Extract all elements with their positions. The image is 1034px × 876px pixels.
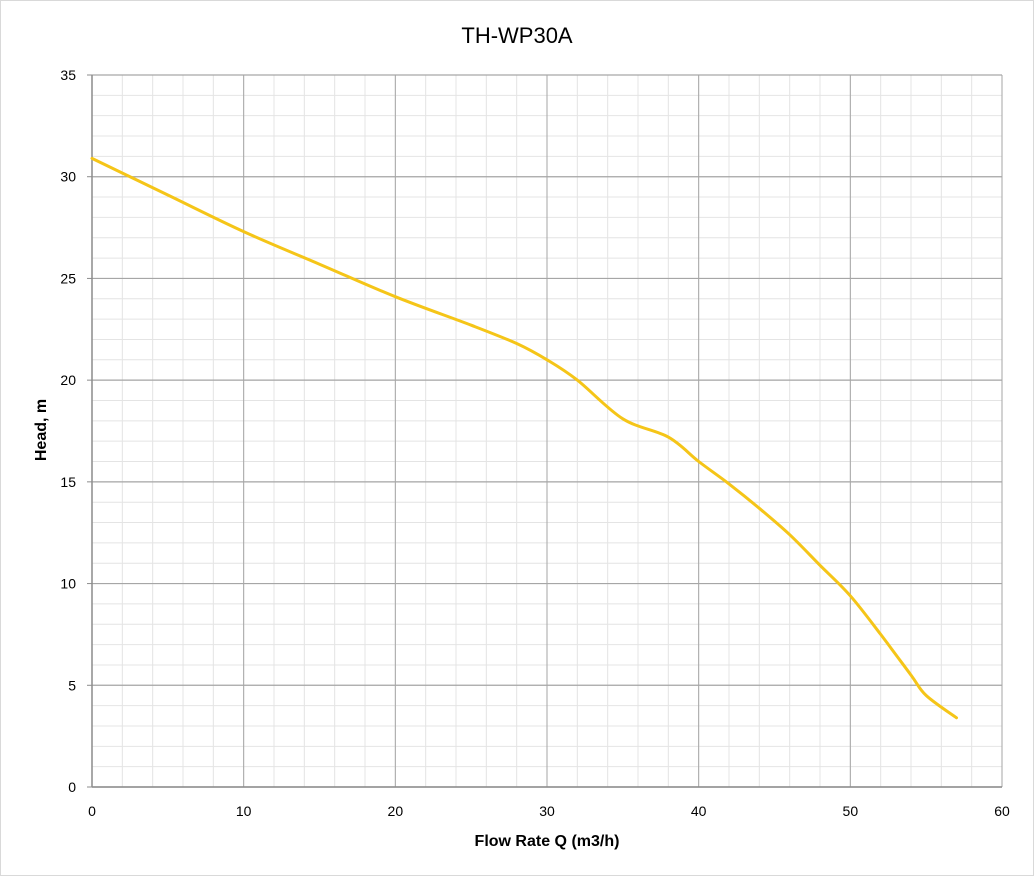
y-tick-label: 25: [60, 270, 76, 286]
x-tick-label: 10: [236, 803, 252, 819]
y-tick-label: 15: [60, 474, 76, 490]
axes: [87, 74, 1002, 788]
x-tick-label: 60: [994, 803, 1010, 819]
y-tick-label: 20: [60, 372, 76, 388]
x-tick-label: 0: [88, 803, 96, 819]
series-layer: [90, 156, 958, 720]
y-tick-label: 0: [68, 779, 76, 795]
x-tick-label: 50: [843, 803, 859, 819]
chart-title: TH-WP30A: [461, 23, 573, 48]
y-tick-label: 35: [60, 67, 76, 83]
x-tick-label: 30: [539, 803, 555, 819]
major-grid: [91, 74, 1003, 788]
y-tick-label: 10: [60, 576, 76, 592]
y-tick-label: 30: [60, 169, 76, 185]
y-axis-label: Head, m: [33, 399, 50, 461]
series-line: [90, 156, 958, 720]
x-tick-labels: 0 10 20 30 40 50 60: [88, 803, 1010, 819]
y-tick-labels: 0 5 10 15 20 25 30 35: [60, 67, 76, 795]
y-tick-label: 5: [68, 677, 76, 693]
x-tick-label: 40: [691, 803, 707, 819]
x-axis-label: Flow Rate Q (m3/h): [475, 833, 620, 850]
x-tick-label: 20: [388, 803, 404, 819]
